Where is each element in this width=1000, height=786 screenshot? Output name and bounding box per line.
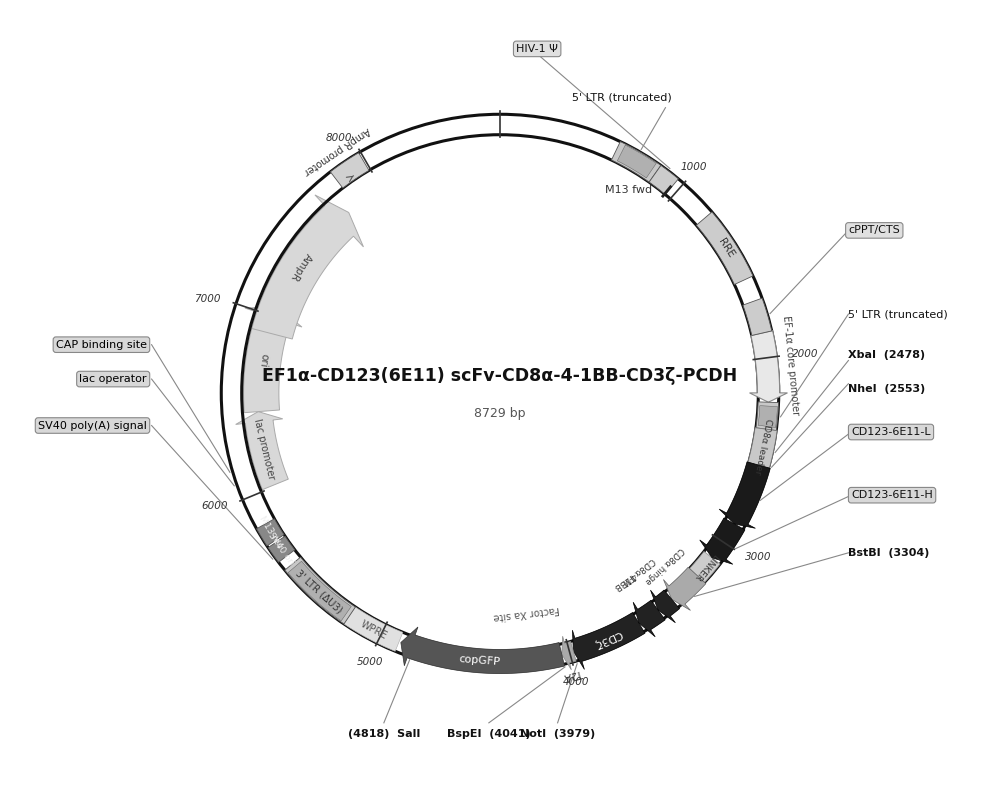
Text: 8729 bp: 8729 bp: [474, 407, 526, 420]
Text: 6000: 6000: [201, 501, 228, 511]
Polygon shape: [758, 406, 777, 428]
Text: CD8α leader: CD8α leader: [753, 417, 773, 475]
Text: 3000: 3000: [745, 552, 771, 561]
Polygon shape: [750, 331, 787, 402]
Text: CD3ζ: CD3ζ: [592, 628, 623, 649]
Polygon shape: [633, 601, 665, 637]
Text: NotI  (3979): NotI (3979): [520, 729, 595, 740]
Text: EF-1α core promoter: EF-1α core promoter: [781, 315, 800, 416]
Polygon shape: [236, 412, 288, 490]
Text: ori: ori: [258, 352, 269, 367]
Text: 5000: 5000: [357, 657, 383, 667]
Text: CD8α hinge: CD8α hinge: [643, 545, 685, 586]
Text: 2000: 2000: [792, 350, 818, 359]
Text: CD123-6E11-H: CD123-6E11-H: [851, 490, 933, 500]
Polygon shape: [663, 567, 706, 611]
Text: CD8α TM: CD8α TM: [621, 556, 657, 586]
Text: 1000: 1000: [681, 162, 707, 171]
Text: SV40 poly(A) signal: SV40 poly(A) signal: [38, 421, 147, 431]
Text: LINKER: LINKER: [692, 553, 719, 582]
Text: lac operator: lac operator: [79, 374, 147, 384]
Polygon shape: [617, 145, 656, 178]
Text: cPPT/CTS: cPPT/CTS: [848, 226, 900, 236]
Text: 4-1BB: 4-1BB: [612, 571, 638, 592]
Polygon shape: [330, 152, 369, 188]
Polygon shape: [562, 636, 576, 670]
Text: 5' LTR (truncated): 5' LTR (truncated): [572, 92, 672, 102]
Polygon shape: [649, 165, 678, 195]
Polygon shape: [756, 402, 779, 431]
Text: NheI  (2553): NheI (2553): [848, 384, 926, 394]
Text: T2A: T2A: [563, 667, 584, 681]
Polygon shape: [719, 462, 770, 528]
Text: 8000: 8000: [326, 133, 352, 143]
Polygon shape: [257, 519, 284, 546]
Text: copGFP: copGFP: [458, 654, 501, 667]
Polygon shape: [401, 627, 565, 674]
Polygon shape: [696, 212, 753, 285]
Polygon shape: [611, 141, 661, 182]
Text: CAP binding site: CAP binding site: [56, 340, 147, 350]
Polygon shape: [285, 557, 355, 624]
Text: AmpR promoter: AmpR promoter: [302, 125, 372, 177]
Text: 7000: 7000: [195, 294, 221, 303]
Polygon shape: [572, 612, 645, 670]
Text: AmpR: AmpR: [288, 252, 313, 283]
Polygon shape: [288, 561, 351, 621]
Polygon shape: [268, 536, 295, 562]
Text: XbaI  (2478): XbaI (2478): [848, 351, 926, 361]
Text: HIV-1 Ψ: HIV-1 Ψ: [516, 44, 558, 54]
Text: lac promoter: lac promoter: [252, 418, 276, 481]
Polygon shape: [743, 298, 772, 336]
Text: 5' LTR (truncated): 5' LTR (truncated): [848, 309, 948, 319]
Text: M13 fwd: M13 fwd: [605, 185, 652, 195]
Text: SV40 ori: SV40 ori: [267, 531, 296, 567]
Text: 4000: 4000: [563, 678, 590, 688]
Polygon shape: [700, 518, 745, 564]
Text: BstBI  (3304): BstBI (3304): [848, 548, 930, 558]
Text: (4818)  SalI: (4818) SalI: [348, 729, 420, 740]
Polygon shape: [344, 607, 403, 652]
Text: 3' LTR (ΔU3): 3' LTR (ΔU3): [294, 568, 345, 615]
Text: WPRE: WPRE: [359, 619, 389, 641]
Polygon shape: [748, 428, 777, 468]
Polygon shape: [244, 307, 302, 413]
Polygon shape: [650, 590, 680, 623]
Polygon shape: [690, 552, 720, 582]
Polygon shape: [252, 195, 363, 339]
Text: BspEI  (4041): BspEI (4041): [447, 729, 531, 740]
Text: M13 rev: M13 rev: [257, 514, 284, 550]
Text: RRE: RRE: [716, 237, 736, 259]
Text: EF1α-CD123(6E11) scFv-CD8α-4-1BB-CD3ζ-PCDH: EF1α-CD123(6E11) scFv-CD8α-4-1BB-CD3ζ-PC…: [262, 367, 738, 385]
Text: CD123-6E11-L: CD123-6E11-L: [851, 427, 931, 437]
Text: Factor Xa site: Factor Xa site: [493, 604, 560, 622]
